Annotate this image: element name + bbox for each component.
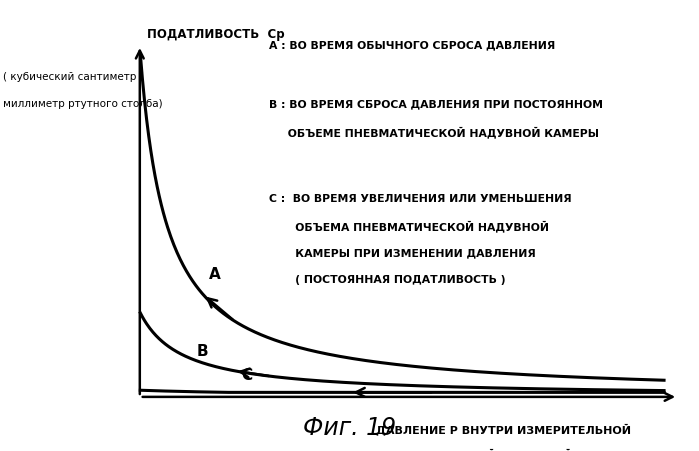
Text: ОБЪЕМЕ ПНЕВМАТИЧЕСКОЙ НАДУВНОЙ КАМЕРЫ: ОБЪЕМЕ ПНЕВМАТИЧЕСКОЙ НАДУВНОЙ КАМЕРЫ: [269, 126, 599, 138]
Text: ОБЪЕМА ПНЕВМАТИЧЕСКОЙ НАДУВНОЙ: ОБЪЕМА ПНЕВМАТИЧЕСКОЙ НАДУВНОЙ: [269, 221, 549, 233]
Text: ПНЕВМАТИЧЕСКОЙ НАДУВНОЙ КАМЕРЫ: ПНЕВМАТИЧЕСКОЙ НАДУВНОЙ КАМЕРЫ: [373, 449, 633, 451]
Text: B : ВО ВРЕМЯ СБРОСА ДАВЛЕНИЯ ПРИ ПОСТОЯННОМ: B : ВО ВРЕМЯ СБРОСА ДАВЛЕНИЯ ПРИ ПОСТОЯН…: [269, 99, 603, 109]
Text: КАМЕРЫ ПРИ ИЗМЕНЕНИИ ДАВЛЕНИЯ: КАМЕРЫ ПРИ ИЗМЕНЕНИИ ДАВЛЕНИЯ: [269, 248, 536, 258]
Text: миллиметр ртутного столба): миллиметр ртутного столба): [3, 99, 163, 109]
Text: A: A: [208, 267, 220, 281]
Text: C: C: [241, 368, 252, 383]
Text: Фиг. 19: Фиг. 19: [303, 416, 396, 440]
Text: B: B: [197, 344, 208, 359]
Text: ( кубический сантиметр /: ( кубический сантиметр /: [3, 72, 143, 82]
Text: ПОДАТЛИВОСТЬ  Cp: ПОДАТЛИВОСТЬ Cp: [147, 28, 284, 41]
Text: ДАВЛЕНИЕ P ВНУТРИ ИЗМЕРИТЕЛЬНОЙ: ДАВЛЕНИЕ P ВНУТРИ ИЗМЕРИТЕЛЬНОЙ: [376, 424, 630, 436]
Text: ( ПОСТОЯННАЯ ПОДАТЛИВОСТЬ ): ( ПОСТОЯННАЯ ПОДАТЛИВОСТЬ ): [269, 275, 505, 285]
Text: C :  ВО ВРЕМЯ УВЕЛИЧЕНИЯ ИЛИ УМЕНЬШЕНИЯ: C : ВО ВРЕМЯ УВЕЛИЧЕНИЯ ИЛИ УМЕНЬШЕНИЯ: [269, 194, 572, 204]
Text: A : ВО ВРЕМЯ ОБЫЧНОГО СБРОСА ДАВЛЕНИЯ: A : ВО ВРЕМЯ ОБЫЧНОГО СБРОСА ДАВЛЕНИЯ: [269, 41, 556, 51]
